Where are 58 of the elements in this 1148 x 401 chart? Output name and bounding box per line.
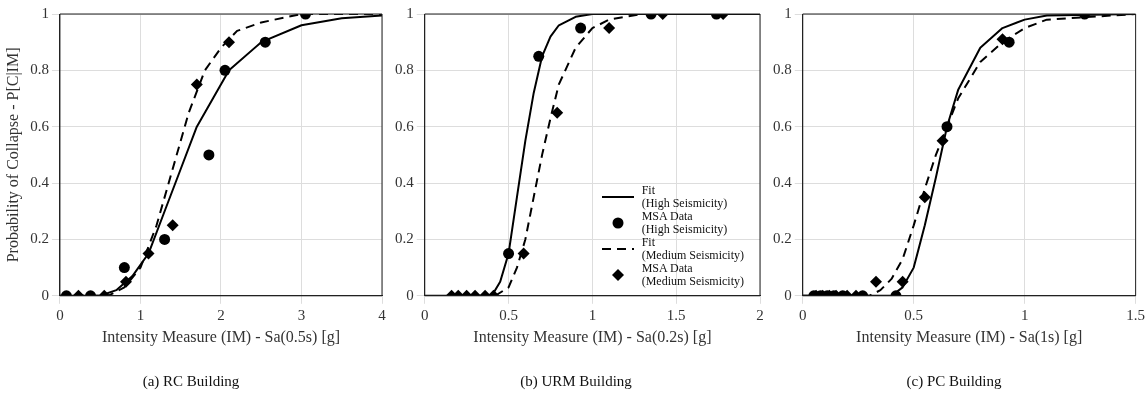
x-tick-label: 4: [378, 306, 387, 323]
y-tick-label: 0.6: [773, 117, 793, 134]
y-tick-label: 0.8: [30, 61, 49, 78]
point: [119, 275, 132, 288]
text: (c) PC Building: [906, 372, 1002, 390]
y-tick-label: 0: [41, 286, 49, 303]
x-tick-label: 0.5: [499, 306, 518, 323]
x-tick-label: 0: [56, 306, 64, 323]
x-tick-label: 1: [588, 306, 597, 323]
point: [259, 36, 271, 48]
y-tick-label: 0.8: [395, 61, 414, 78]
y-tick-label: 0.2: [773, 230, 792, 247]
legend-label: Fit (High Seismicity): [641, 183, 728, 211]
x-tick-label: 3: [297, 306, 306, 323]
y-tick-label: 0.2: [30, 230, 49, 247]
point: [223, 36, 236, 49]
y-tick-label: 1: [41, 4, 49, 21]
text: (b) URM Building: [520, 372, 633, 390]
x-axis-title: Intensity Measure (IM) - Sa(0.2s) [g]: [473, 327, 712, 346]
x-axis-title: Intensity Measure (IM) - Sa(1s) [g]: [856, 327, 1083, 346]
point: [219, 64, 231, 76]
x-tick-label: 0.5: [904, 306, 924, 323]
point: [159, 233, 171, 245]
y-tick-label: 1: [406, 4, 414, 21]
y-tick-label: 0.2: [395, 230, 414, 247]
y-tick-label: 0.4: [773, 174, 793, 191]
x-tick-label: 1: [136, 306, 145, 323]
x-tick-label: 2: [217, 306, 225, 323]
x-tick-label: 0: [421, 306, 429, 323]
point: [551, 106, 564, 119]
y-tick-label: 0: [406, 286, 414, 303]
legend-label: MSA Data (High Seismicity): [641, 209, 728, 237]
point: [1003, 36, 1015, 48]
y-tick-label: 0.6: [395, 117, 415, 134]
y-axis-title: Probability of Collapse - P[C|IM]: [3, 47, 22, 263]
x-tick-label: 1.5: [666, 306, 686, 323]
y-tick-label: 0.8: [773, 61, 792, 78]
x-tick-label: 0: [799, 306, 807, 323]
x-tick-label: 1.5: [1126, 306, 1145, 323]
legend-label: MSA Data (Medium Seismicity): [641, 261, 744, 289]
point: [190, 78, 203, 91]
y-tick-label: 0.4: [395, 174, 415, 191]
point: [941, 121, 953, 133]
point: [918, 191, 931, 204]
point: [936, 134, 949, 147]
x-axis-title: Intensity Measure (IM) - Sa(0.5s) [g]: [101, 327, 341, 346]
point: [203, 149, 215, 161]
y-tick-label: 1: [784, 4, 792, 21]
y-tick-label: 0.6: [30, 117, 50, 134]
legend-label: Fit (Medium Seismicity): [641, 235, 744, 263]
text: (a) RC Building: [142, 372, 240, 390]
point: [142, 247, 155, 260]
point: [118, 262, 130, 274]
x-tick-label: 1: [1020, 306, 1029, 323]
y-tick-label: 0.4: [30, 174, 50, 191]
y-tick-label: 0: [784, 286, 792, 303]
point: [166, 219, 179, 232]
x-tick-label: 2: [756, 306, 764, 323]
